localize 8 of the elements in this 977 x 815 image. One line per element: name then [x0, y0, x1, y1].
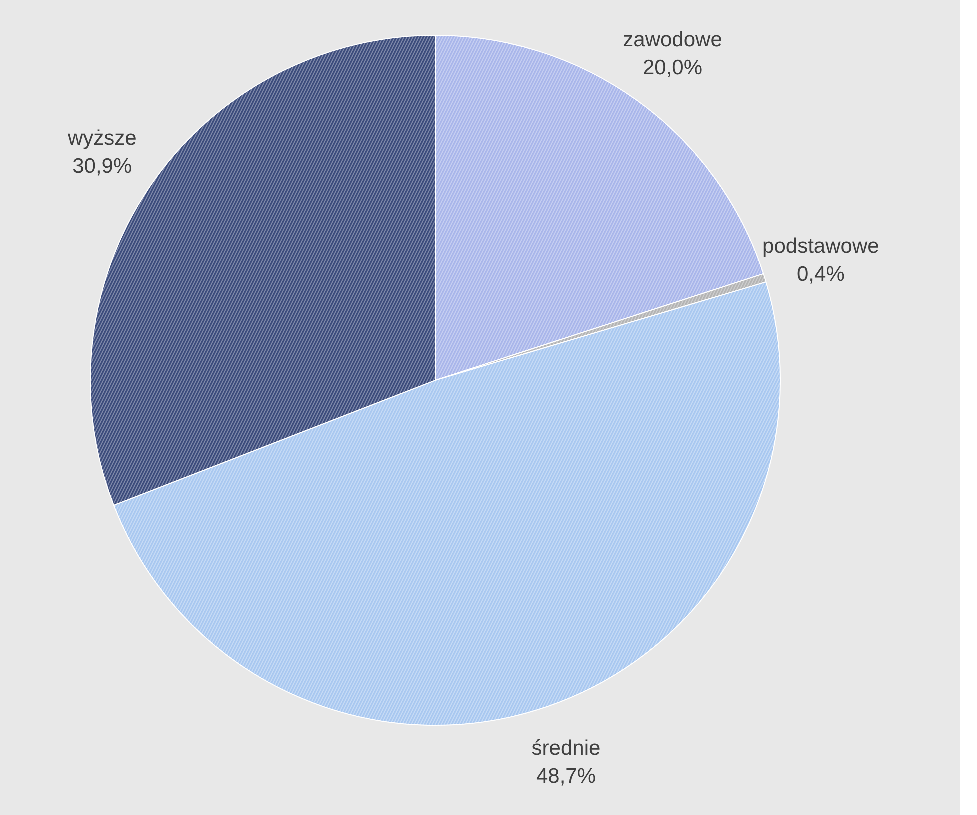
data-label: 30,9% [72, 155, 132, 178]
slice-label: wyższe [66, 127, 137, 150]
data-label: 48,7% [536, 764, 596, 788]
data-label: 0,4% [797, 263, 845, 286]
slice-label: średnie [532, 736, 601, 760]
slice-label: zawodowe [623, 28, 722, 52]
data-label: 20,0% [642, 56, 703, 80]
slice-label: podstawowe [762, 235, 880, 258]
